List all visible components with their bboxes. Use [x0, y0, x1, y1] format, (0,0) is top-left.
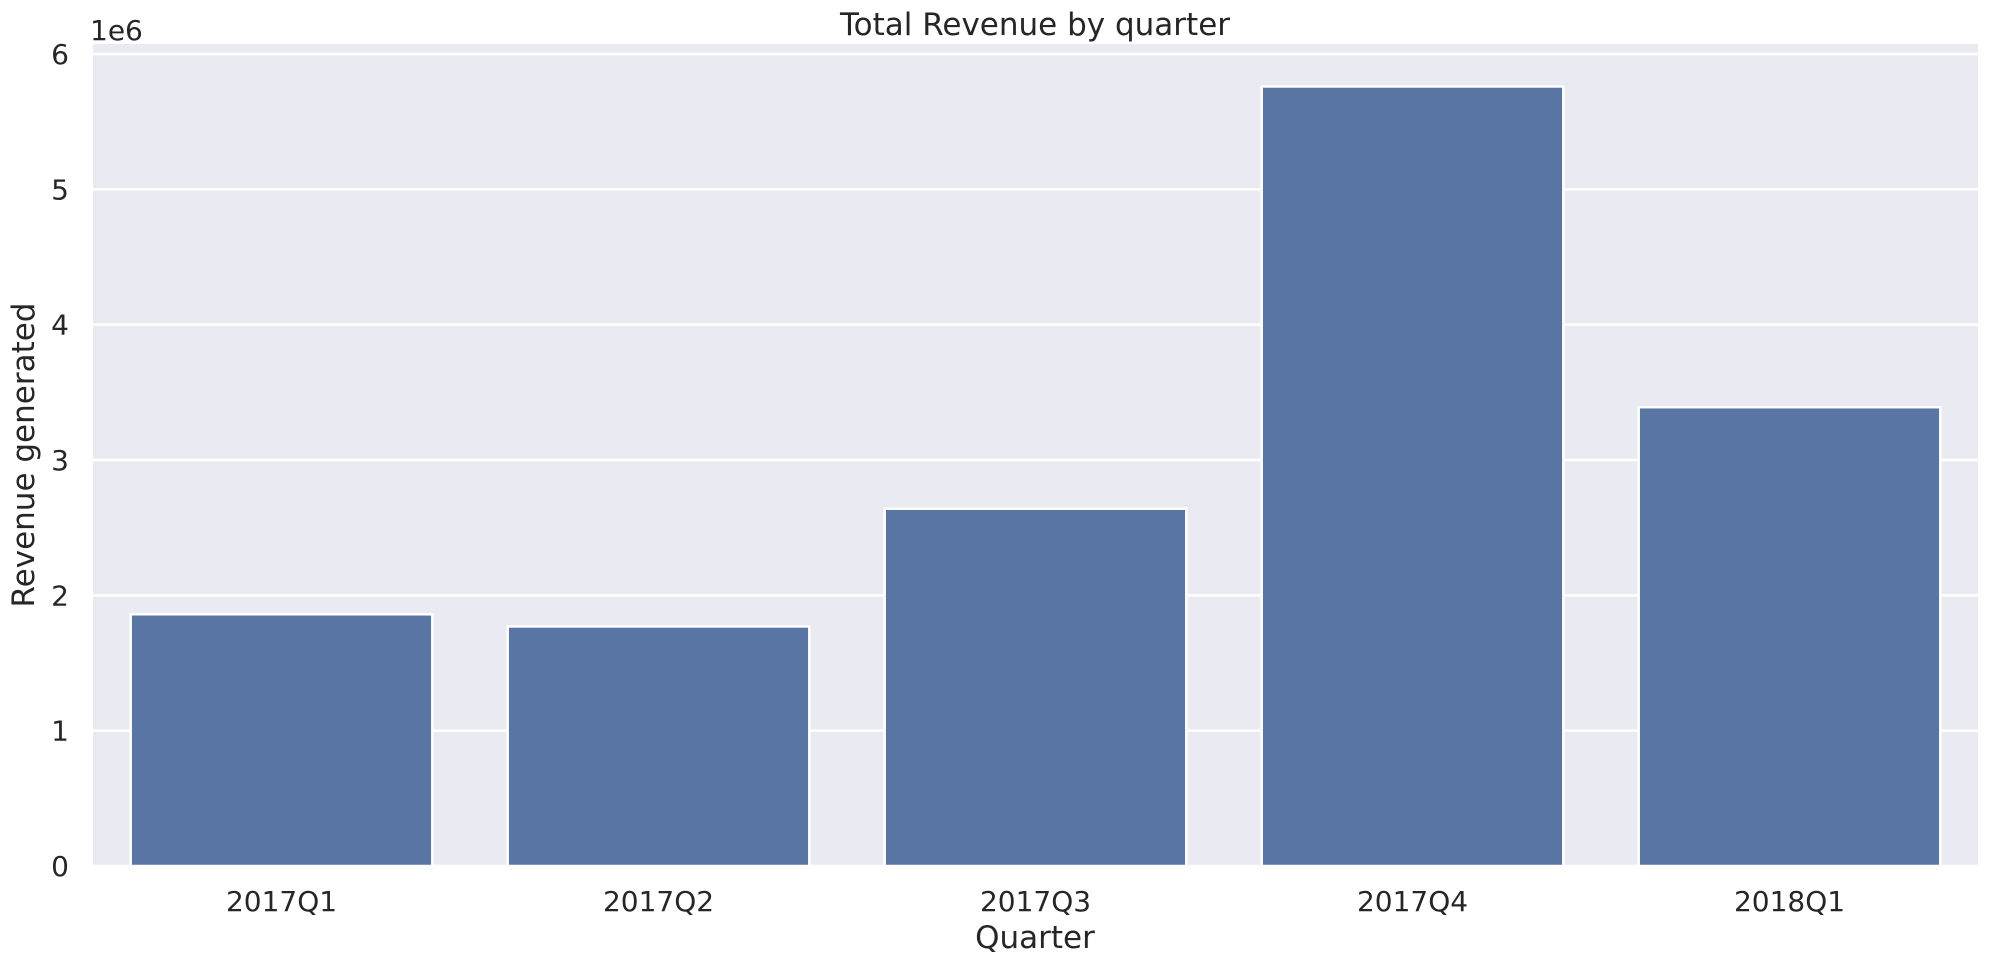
x-tick-label: 2017Q4: [1357, 885, 1468, 918]
y-tick-label: 5: [51, 173, 69, 206]
y-tick-label: 0: [51, 850, 69, 883]
x-tick-label: 2018Q1: [1734, 885, 1845, 918]
bar-2017q1: [129, 613, 434, 868]
chart-title: Total Revenue by quarter: [839, 7, 1230, 43]
bar-2017q3: [883, 507, 1188, 868]
bar-2017q4: [1260, 85, 1565, 868]
y-axis-offset-label: 1e6: [90, 14, 143, 47]
y-tick-label: 2: [51, 579, 69, 612]
y-axis-title: Revenue generated: [6, 303, 42, 608]
y-tick-label: 4: [51, 309, 69, 342]
x-tick-label: 2017Q2: [603, 885, 714, 918]
y-tick-label: 1: [51, 715, 69, 748]
bar-2018q1: [1637, 405, 1942, 868]
x-tick-label: 2017Q3: [980, 885, 1091, 918]
x-tick-labels: 2017Q1 2017Q2 2017Q3 2017Q4 2018Q1: [226, 885, 1845, 918]
y-tick-label: 3: [51, 444, 69, 477]
y-tick-label: 6: [51, 38, 69, 71]
x-axis-title: Quarter: [975, 920, 1095, 955]
bar-2017q2: [506, 625, 811, 868]
y-tick-labels: 0 1 2 3 4 5 6: [51, 38, 69, 883]
bars: [129, 85, 1942, 868]
x-tick-label: 2017Q1: [226, 885, 337, 918]
